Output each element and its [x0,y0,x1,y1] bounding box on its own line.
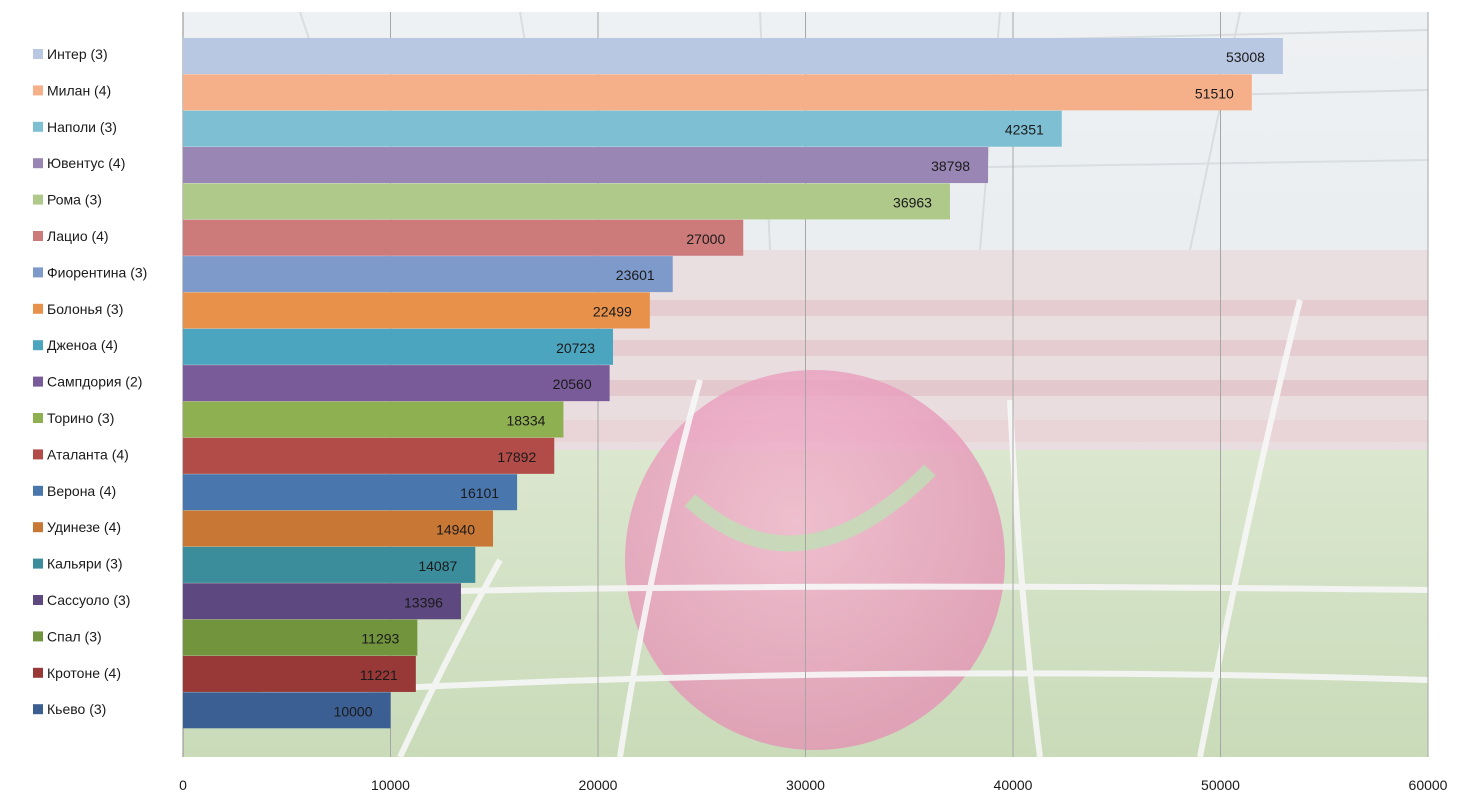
bar-series [183,38,1283,729]
bar [183,38,1283,74]
x-axis-tick-labels: 0 10000 20000 30000 40000 50000 60000 [179,777,1448,793]
x-tick-label: 60000 [1409,777,1448,793]
bar-value-label: 17892 [497,449,536,465]
bar-value-label: 20723 [556,340,595,356]
legend-swatch [33,121,43,132]
bar [183,401,564,438]
bar-value-label: 22499 [593,303,632,319]
bar-value-label: 18334 [506,413,545,429]
legend-label: Ювентус (4) [47,155,125,171]
legend-label: Верона (4) [47,483,116,499]
bar-value-label: 14087 [418,558,457,574]
bar [183,437,555,474]
data-labels: 53008 51510 42351 38798 36963 27000 23601 22499… [334,49,1266,719]
bar-value-label: 16101 [460,485,499,501]
legend-swatch [33,595,43,605]
legend-swatch [33,303,43,314]
legend-label: Наполи (3) [47,119,117,135]
legend-swatch [33,522,43,533]
bar [183,655,416,692]
legend-swatch [33,376,43,387]
legend-swatch [33,340,43,351]
bar-value-label: 53008 [1226,49,1265,65]
bar [183,692,391,729]
legend-swatch [33,158,43,169]
x-tick-label: 20000 [579,777,618,793]
legend-label: Кротоне (4) [47,665,121,681]
legend-swatch [33,667,43,678]
bar [183,256,673,293]
x-tick-label: 10000 [371,777,410,793]
legend-label: Милан (4) [47,82,111,98]
legend-label: Удинезе (4) [47,519,121,535]
bar [183,183,950,220]
bar-value-label: 14940 [436,522,475,538]
bar-value-label: 10000 [334,703,373,719]
x-tick-label: 0 [179,777,187,793]
legend-label: Сассуоло (3) [47,592,130,608]
bar [183,583,461,620]
bar [183,619,418,656]
bar-value-label: 13396 [404,594,443,610]
bar-value-label: 23601 [616,267,655,283]
bar [183,292,650,329]
x-tick-label: 30000 [786,777,825,793]
bar [183,147,989,184]
bar-value-label: 42351 [1005,122,1044,138]
legend-swatch [33,631,43,642]
bar [183,546,476,583]
legend-swatch [33,413,43,423]
bar-value-label: 11293 [361,631,399,647]
bar-value-label: 20560 [553,376,592,392]
legend-label: Интер (3) [47,46,108,62]
x-tick-label: 40000 [994,777,1033,793]
legend-label: Торино (3) [47,410,114,426]
bar [183,219,744,256]
bar [183,365,610,402]
legend-label: Аталанта (4) [47,446,129,462]
legend-label: Сампдория (2) [47,374,142,390]
legend-swatch [33,558,43,569]
bar-value-label: 38798 [931,158,970,174]
bar [183,474,518,511]
x-tick-label: 50000 [1201,777,1240,793]
bar [183,110,1062,147]
bar-value-label: 36963 [893,194,932,210]
legend-swatch [33,485,43,496]
legend-swatch [33,85,43,96]
legend-label: Болонья (3) [47,301,123,317]
legend-label: Кальяри (3) [47,556,123,572]
bar-value-label: 11221 [360,667,398,683]
legend-label: Кьево (3) [47,701,106,717]
legend-label: Лацио (4) [47,228,109,244]
legend-swatch [33,49,43,59]
legend: Интер (3) Милан (4) Наполи (3) Ювентус (4) Р… [33,46,147,717]
legend-swatch [33,231,43,241]
legend-swatch [33,449,43,460]
bar [183,510,494,547]
legend-label: Фиорентина (3) [47,264,147,280]
legend-label: Спал (3) [47,628,102,644]
bar-value-label: 27000 [686,231,725,247]
legend-swatch [33,194,43,205]
bar [183,74,1252,111]
bar [183,328,614,365]
bar-value-label: 51510 [1195,85,1234,101]
legend-swatch [33,704,43,715]
legend-swatch [33,267,43,278]
legend-label: Рома (3) [47,192,102,208]
legend-label: Дженоа (4) [47,337,118,353]
